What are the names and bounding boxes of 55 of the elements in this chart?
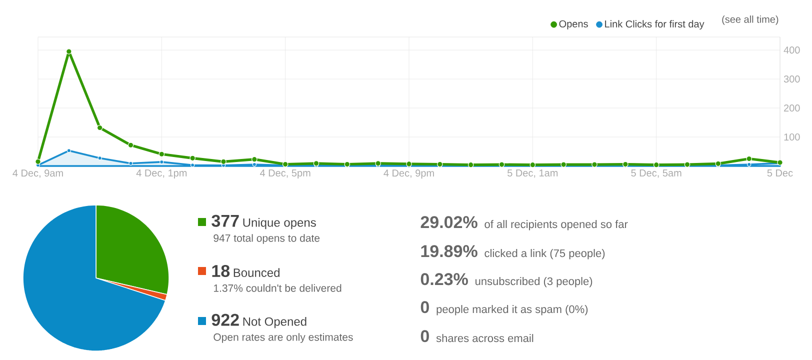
text: (see all time) [722,16,778,25]
x-tick-label: 4 Dec, 9pm [384,170,434,179]
slice-label: Not Opened [243,317,306,328]
point [746,156,752,162]
data-label: 922 [212,314,239,326]
point [375,160,381,166]
point [96,124,103,131]
x-tick-label: 5 Dec, 5am [631,170,682,178]
point [406,161,412,167]
x-tick-label: 4 Dec, 9am [12,170,63,178]
x-tick-label: 4 Dec, 5pm [260,170,310,178]
point [160,160,164,164]
point [190,163,195,168]
text: 0 [420,330,429,342]
point [220,158,226,165]
text: clicked a link (75 people) [484,249,605,260]
y-tick-label: 200 [784,104,800,112]
text: 19.89% [421,245,478,258]
text: shares across email [436,334,534,342]
text: 0 [420,301,429,314]
legend-label: Opens [559,20,588,30]
point [622,161,628,168]
y-tick-label: 400 [784,46,800,54]
point [35,158,41,165]
point [252,156,258,162]
text: 947 total opens to date [214,234,320,244]
point [66,48,72,54]
point [98,156,102,160]
text: unsubscribed (3 people) [476,277,592,288]
point [66,148,72,153]
slice-label: Unique opens [243,218,316,230]
point [313,160,320,166]
text: 0.23% [420,273,468,286]
point [128,161,133,166]
text: people marked it as spam (0%) [436,305,588,316]
point [128,142,134,148]
text: 1.37% couldn't be delivered [214,284,342,292]
legend-label: Link Clicks for first day [605,20,704,30]
y-tick-label: 100 [784,133,800,141]
data-label: 377 [212,214,239,227]
text: of all recipients opened so far [484,220,628,230]
point [715,160,722,167]
point [344,161,350,168]
x-tick-label: 5 Dec [767,170,793,177]
point [437,161,443,168]
point [746,162,752,167]
legend-label: Bounced [234,268,280,277]
x-tick-label: 4 Dec, 1pm [136,170,187,178]
y-tick-label: 300 [784,76,800,83]
x-tick-label: 5 Dec, 1am [508,170,558,178]
data-label: 18 [212,264,230,278]
point [252,162,257,167]
point [158,151,165,158]
text: Open rates are only estimates [214,333,353,343]
text: 29.02% [420,216,478,228]
